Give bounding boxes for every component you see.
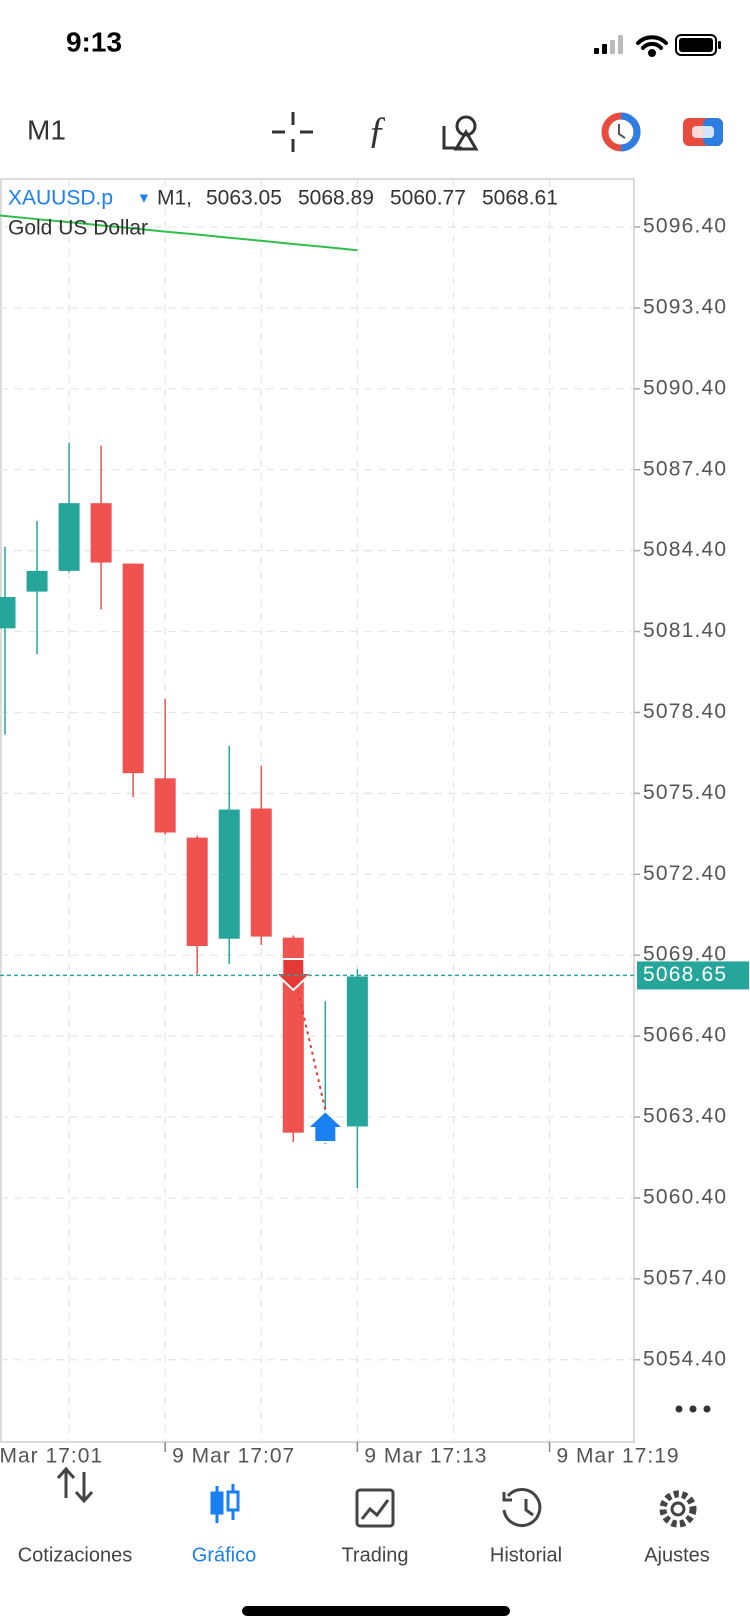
battery-icon bbox=[675, 34, 721, 56]
candle-body bbox=[58, 503, 80, 571]
candle-body bbox=[186, 837, 208, 947]
history-icon[interactable] bbox=[502, 1488, 542, 1527]
candle-body bbox=[346, 976, 368, 1127]
candle-body bbox=[26, 570, 48, 592]
x-tick-label: 9 Mar 17:19 bbox=[557, 1445, 680, 1468]
settings-icon[interactable] bbox=[659, 1490, 697, 1528]
status-time: 9:13 bbox=[66, 26, 122, 57]
candle-body bbox=[218, 809, 240, 939]
trade-button[interactable] bbox=[601, 112, 641, 152]
chart-icon[interactable] bbox=[210, 1484, 240, 1523]
y-tick-label: 5069.40 bbox=[643, 943, 727, 966]
y-tick-label: 5075.40 bbox=[643, 781, 727, 804]
current-price-tag bbox=[637, 961, 749, 990]
wifi-icon bbox=[636, 35, 668, 57]
current-price-label: 5068.65 bbox=[643, 963, 727, 986]
trade-link bbox=[292, 969, 327, 1111]
tab-bar bbox=[56, 1466, 697, 1528]
sell-arrow bbox=[272, 958, 314, 992]
y-tick-label: 5081.40 bbox=[643, 619, 727, 642]
objects-button[interactable] bbox=[442, 115, 479, 151]
y-tick-label: 5078.40 bbox=[643, 700, 727, 723]
candle-body bbox=[0, 597, 16, 629]
candle-body bbox=[154, 778, 176, 833]
x-tick-label: 9 Mar 17:01 bbox=[0, 1445, 103, 1468]
chart-frame bbox=[0, 178, 635, 1443]
signal-icon bbox=[594, 35, 623, 54]
header-close: 5068.61 bbox=[482, 187, 558, 210]
symbol[interactable]: XAUUSD.p bbox=[8, 187, 113, 210]
y-tick-label: 5054.40 bbox=[643, 1347, 727, 1370]
header-high: 5068.89 bbox=[298, 187, 374, 210]
y-tick-label: 5087.40 bbox=[643, 457, 727, 480]
tab-label[interactable]: Trading bbox=[341, 1544, 408, 1566]
y-tick-label: 5084.40 bbox=[643, 538, 727, 561]
candle-body bbox=[90, 503, 112, 563]
y-tick-label: 5057.40 bbox=[643, 1266, 727, 1289]
header-low: 5060.77 bbox=[390, 187, 466, 210]
quotes-icon[interactable] bbox=[56, 1466, 94, 1504]
candle-body bbox=[250, 808, 272, 937]
symbol-description: Gold US Dollar bbox=[8, 217, 148, 240]
more-button[interactable] bbox=[675, 1405, 711, 1413]
timeframe-button[interactable]: M1 bbox=[27, 114, 66, 145]
x-tick-label: 9 Mar 17:07 bbox=[172, 1445, 295, 1468]
y-tick-label: 5093.40 bbox=[643, 295, 727, 318]
y-tick-label: 5072.40 bbox=[643, 862, 727, 885]
x-tick-label: 9 Mar 17:13 bbox=[364, 1445, 487, 1468]
indicators-button[interactable]: ƒ bbox=[368, 110, 387, 152]
axes: 5096.40 5093.40 5090.40 5087.40 5084.40 5081.… bbox=[0, 215, 749, 1468]
account-button[interactable] bbox=[683, 118, 723, 146]
buy-arrow bbox=[304, 1109, 346, 1143]
crosshair-button[interactable] bbox=[272, 112, 313, 152]
y-tick-label: 5060.40 bbox=[643, 1185, 727, 1208]
header-open: 5063.05 bbox=[206, 187, 282, 210]
y-tick-label: 5096.40 bbox=[643, 215, 727, 238]
moving-average bbox=[0, 214, 358, 252]
home-indicator bbox=[242, 1606, 510, 1616]
candle-body bbox=[122, 563, 144, 774]
symbol-header: XAUUSD.p ▼ M1, 5063.05 5068.89 5060.77 5… bbox=[8, 187, 558, 240]
plot-area bbox=[0, 179, 634, 1442]
y-tick-label: 5066.40 bbox=[643, 1024, 727, 1047]
symbol-dropdown[interactable]: ▼ bbox=[137, 190, 151, 206]
tab-label[interactable]: Historial bbox=[490, 1544, 562, 1566]
y-tick-label: 5090.40 bbox=[643, 376, 727, 399]
tab-label[interactable]: Cotizaciones bbox=[18, 1544, 133, 1566]
y-tick-label: 5063.40 bbox=[643, 1105, 727, 1128]
header-timeframe: M1, bbox=[157, 187, 192, 210]
tab-label[interactable]: Ajustes bbox=[644, 1544, 710, 1566]
trading-icon[interactable] bbox=[355, 1488, 395, 1528]
tab-label[interactable]: Gráfico bbox=[192, 1544, 256, 1566]
